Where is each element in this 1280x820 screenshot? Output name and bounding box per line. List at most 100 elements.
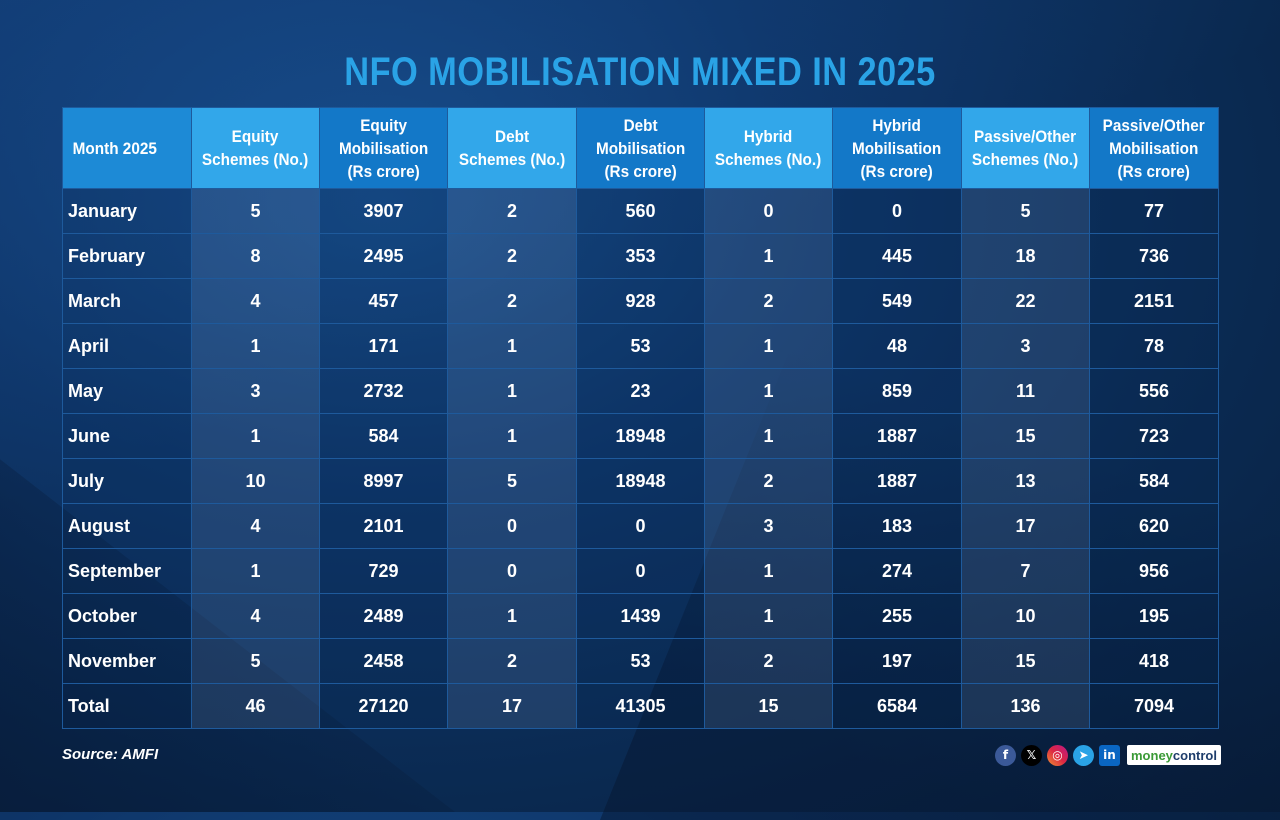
column-header: Month 2025 xyxy=(62,107,192,189)
column-header-label: Month 2025 xyxy=(72,138,157,158)
value-cell: 584 xyxy=(1089,458,1219,504)
column-header: Equity Mobilisation (Rs crore) xyxy=(319,107,448,189)
column-header: Hybrid Mobilisation (Rs crore) xyxy=(832,107,962,189)
value-cell: 2 xyxy=(704,278,833,324)
total-row: Total 46 27120 17 41305 15 6584 136 7094 xyxy=(62,683,1219,729)
facebook-icon[interactable]: f xyxy=(995,744,1016,766)
value-cell: 41305 xyxy=(576,683,705,729)
value-cell: 18948 xyxy=(576,413,705,459)
value-cell: 1 xyxy=(447,368,577,414)
month-cell: August xyxy=(62,503,192,549)
value-cell: 46 xyxy=(191,683,320,729)
value-cell: 418 xyxy=(1089,638,1219,684)
value-cell: 10 xyxy=(191,458,320,504)
telegram-icon[interactable]: ➤ xyxy=(1073,744,1094,766)
linkedin-icon[interactable]: in xyxy=(1099,744,1120,766)
value-cell: 3 xyxy=(704,503,833,549)
value-cell: 560 xyxy=(576,188,705,234)
value-cell: 1 xyxy=(447,323,577,369)
table-row: November 5 2458 2 53 2 197 15 418 xyxy=(62,638,1219,684)
value-cell: 77 xyxy=(1089,188,1219,234)
value-cell: 195 xyxy=(1089,593,1219,639)
month-cell: September xyxy=(62,548,192,594)
value-cell: 3 xyxy=(961,323,1090,369)
table-row: January 5 3907 2 560 0 0 5 77 xyxy=(62,188,1219,234)
value-cell: 1 xyxy=(447,413,577,459)
table-row: October 4 2489 1 1439 1 255 10 195 xyxy=(62,593,1219,639)
value-cell: 0 xyxy=(576,503,705,549)
month-cell: October xyxy=(62,593,192,639)
column-header: Passive/Other Mobilisation (Rs crore) xyxy=(1089,107,1219,189)
table-row: September 1 729 0 0 1 274 7 956 xyxy=(62,548,1219,594)
value-cell: 1 xyxy=(191,323,320,369)
value-cell: 1 xyxy=(704,323,833,369)
value-cell: 53 xyxy=(576,323,705,369)
value-cell: 136 xyxy=(961,683,1090,729)
value-cell: 13 xyxy=(961,458,1090,504)
column-header: Passive/Other Schemes (No.) xyxy=(961,107,1090,189)
value-cell: 353 xyxy=(576,233,705,279)
value-cell: 27120 xyxy=(319,683,448,729)
month-cell: March xyxy=(62,278,192,324)
value-cell: 928 xyxy=(576,278,705,324)
value-cell: 0 xyxy=(704,188,833,234)
table-row: May 3 2732 1 23 1 859 11 556 xyxy=(62,368,1219,414)
value-cell: 3907 xyxy=(319,188,448,234)
column-header: Debt Schemes (No.) xyxy=(447,107,577,189)
column-header-label: Equity Mobilisation (Rs crore) xyxy=(338,115,429,181)
value-cell: 53 xyxy=(576,638,705,684)
value-cell: 1 xyxy=(704,368,833,414)
value-cell: 0 xyxy=(576,548,705,594)
source-note: Source: AMFI xyxy=(62,746,159,763)
value-cell: 1 xyxy=(447,593,577,639)
value-cell: 556 xyxy=(1089,368,1219,414)
column-header-label: Equity Schemes (No.) xyxy=(202,127,309,169)
value-cell: 8997 xyxy=(319,458,448,504)
value-cell: 859 xyxy=(832,368,962,414)
page-title: NFO MOBILISATION MIXED IN 2025 xyxy=(344,50,936,94)
month-cell: June xyxy=(62,413,192,459)
brand-logo-part2: control xyxy=(1172,747,1217,763)
value-cell: 2489 xyxy=(319,593,448,639)
value-cell: 4 xyxy=(191,593,320,639)
column-header-label: Debt Mobilisation (Rs crore) xyxy=(595,115,686,181)
value-cell: 15 xyxy=(961,638,1090,684)
value-cell: 0 xyxy=(832,188,962,234)
value-cell: 18948 xyxy=(576,458,705,504)
value-cell: 17 xyxy=(447,683,577,729)
value-cell: 48 xyxy=(832,323,962,369)
brand-logo: money control xyxy=(1127,745,1221,765)
value-cell: 8 xyxy=(191,233,320,279)
table-row: August 4 2101 0 0 3 183 17 620 xyxy=(62,503,1219,549)
value-cell: 11 xyxy=(961,368,1090,414)
value-cell: 549 xyxy=(832,278,962,324)
value-cell: 2495 xyxy=(319,233,448,279)
month-cell: May xyxy=(62,368,192,414)
x-icon[interactable]: 𝕏 xyxy=(1021,744,1042,766)
column-header-label: Passive/Other Schemes (No.) xyxy=(972,127,1079,169)
value-cell: 1 xyxy=(704,593,833,639)
table-row: June 1 584 1 18948 1 1887 15 723 xyxy=(62,413,1219,459)
value-cell: 7 xyxy=(961,548,1090,594)
table-row: February 8 2495 2 353 1 445 18 736 xyxy=(62,233,1219,279)
value-cell: 5 xyxy=(447,458,577,504)
value-cell: 1887 xyxy=(832,458,962,504)
column-header-label: Debt Schemes (No.) xyxy=(458,127,566,169)
value-cell: 584 xyxy=(319,413,448,459)
value-cell: 445 xyxy=(832,233,962,279)
month-cell: February xyxy=(62,233,192,279)
value-cell: 1 xyxy=(191,548,320,594)
table-header-row: Month 2025 Equity Schemes (No.) Equity Mobil… xyxy=(62,107,1219,189)
nfo-table: Month 2025 Equity Schemes (No.) Equity Mobil… xyxy=(62,107,1219,729)
value-cell: 2 xyxy=(704,638,833,684)
value-cell: 4 xyxy=(191,278,320,324)
value-cell: 197 xyxy=(832,638,962,684)
instagram-icon[interactable]: ◎ xyxy=(1047,744,1068,766)
column-header: Equity Schemes (No.) xyxy=(191,107,320,189)
value-cell: 620 xyxy=(1089,503,1219,549)
value-cell: 1887 xyxy=(832,413,962,459)
value-cell: 171 xyxy=(319,323,448,369)
value-cell: 2 xyxy=(447,233,577,279)
value-cell: 7094 xyxy=(1089,683,1219,729)
value-cell: 2732 xyxy=(319,368,448,414)
